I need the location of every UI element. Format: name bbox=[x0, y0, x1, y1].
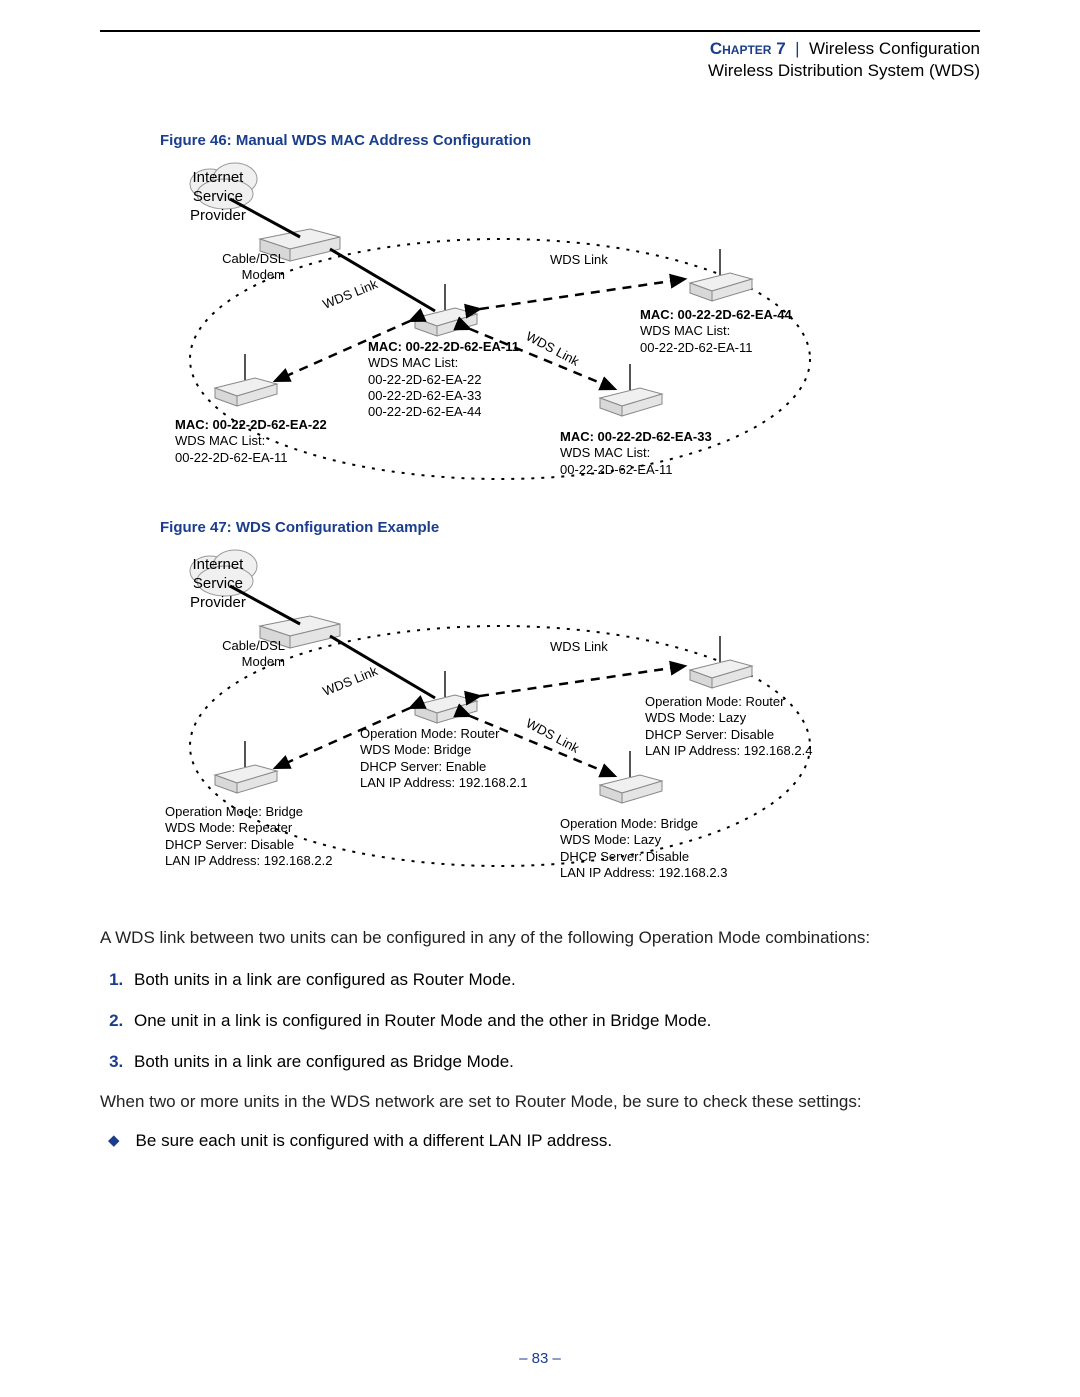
svg-text:WDS Link: WDS Link bbox=[524, 716, 583, 757]
figure46-diagram: WDS Link WDS Link WDS Link Internet Serv… bbox=[160, 159, 880, 499]
figure47-diagram: WDS Link WDS Link WDS Link Internet Serv… bbox=[160, 546, 880, 896]
figure46-right-info: MAC: 00-22-2D-62-EA-44 WDS MAC List: 00-… bbox=[640, 307, 792, 356]
figure47-modem-label: Cable/DSL Modem bbox=[215, 638, 285, 671]
figure47-left-info: Operation Mode: Bridge WDS Mode: Repeate… bbox=[165, 804, 332, 869]
chapter-label: Chapter 7 bbox=[710, 39, 786, 58]
page-number: – 83 – bbox=[0, 1350, 1080, 1367]
figure47-right-info: Operation Mode: Router WDS Mode: Lazy DH… bbox=[645, 694, 812, 759]
svg-text:WDS Link: WDS Link bbox=[321, 276, 381, 312]
intro-paragraph: A WDS link between two units can be conf… bbox=[100, 926, 980, 950]
mode-item-3: Both units in a link are configured as B… bbox=[128, 1048, 980, 1075]
figure46-center-info: MAC: 00-22-2D-62-EA-11 WDS MAC List: 00-… bbox=[368, 339, 519, 420]
diamond-bullet-icon: ◆ bbox=[108, 1131, 120, 1149]
svg-text:WDS Link: WDS Link bbox=[524, 329, 583, 370]
chapter-title: Wireless Configuration bbox=[809, 39, 980, 58]
header-separator: | bbox=[795, 39, 799, 58]
figure47-bottomright-info: Operation Mode: Bridge WDS Mode: Lazy DH… bbox=[560, 816, 727, 881]
figure47-caption: Figure 47: WDS Configuration Example bbox=[160, 519, 980, 536]
section-title: Wireless Distribution System (WDS) bbox=[708, 61, 980, 80]
svg-text:WDS Link: WDS Link bbox=[321, 663, 381, 699]
bullet-item: ◆ Be sure each unit is configured with a… bbox=[108, 1131, 980, 1151]
page-header: Chapter 7 | Wireless Configuration Wirel… bbox=[100, 38, 980, 82]
figure47-isp-label: Internet Service Provider bbox=[190, 556, 246, 612]
figure46-bottomright-info: MAC: 00-22-2D-62-EA-33 WDS MAC List: 00-… bbox=[560, 429, 712, 478]
figure46-caption: Figure 46: Manual WDS MAC Address Config… bbox=[160, 132, 980, 149]
bullet-text: Be sure each unit is configured with a d… bbox=[136, 1131, 613, 1151]
figure46-modem-label: Cable/DSL Modem bbox=[215, 251, 285, 284]
figure46-left-info: MAC: 00-22-2D-62-EA-22 WDS MAC List: 00-… bbox=[175, 417, 327, 466]
note-paragraph: When two or more units in the WDS networ… bbox=[100, 1090, 980, 1114]
mode-list: Both units in a link are configured as R… bbox=[100, 966, 980, 1076]
svg-text:WDS Link: WDS Link bbox=[550, 639, 608, 654]
mode-item-2: One unit in a link is configured in Rout… bbox=[128, 1007, 980, 1034]
mode-item-1: Both units in a link are configured as R… bbox=[128, 966, 980, 993]
figure46-isp-label: Internet Service Provider bbox=[190, 169, 246, 225]
svg-text:WDS Link: WDS Link bbox=[550, 252, 608, 267]
top-rule bbox=[100, 30, 980, 32]
figure47-center-info: Operation Mode: Router WDS Mode: Bridge … bbox=[360, 726, 527, 791]
